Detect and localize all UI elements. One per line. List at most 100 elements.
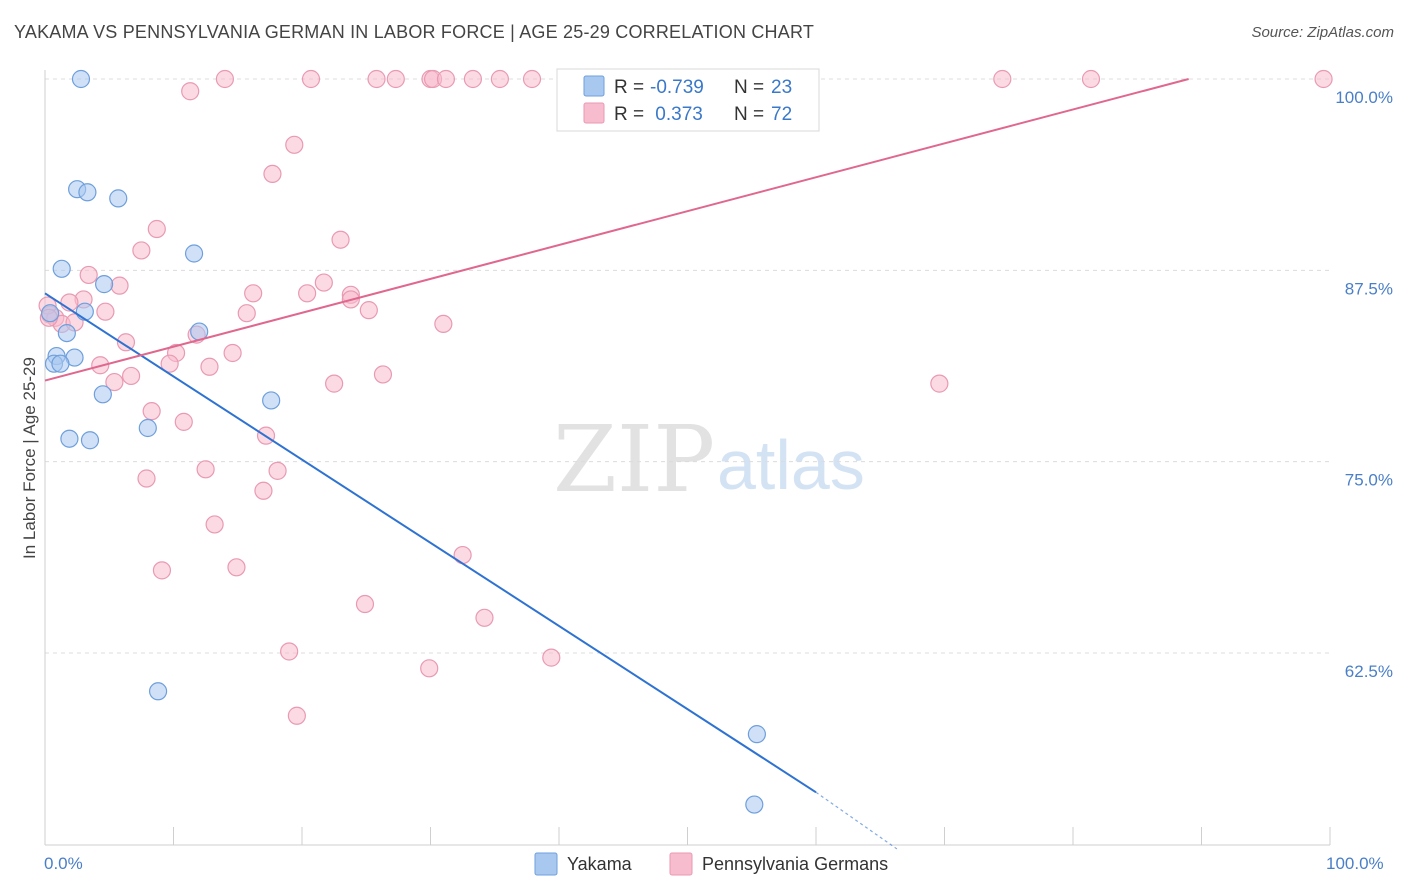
pa-german-point bbox=[463, 69, 483, 89]
stats-legend-n-value-yakama: 23 bbox=[771, 77, 792, 98]
y-tick-label: 87.5% bbox=[1345, 279, 1393, 298]
pa-german-point bbox=[314, 273, 333, 292]
pa-german-point bbox=[542, 648, 561, 667]
yakama-point bbox=[184, 244, 204, 263]
pa-german-point bbox=[434, 314, 453, 334]
pa-german-point bbox=[355, 594, 375, 614]
chart-source: Source: ZipAtlas.com bbox=[1251, 24, 1394, 41]
pa-german-point bbox=[475, 608, 494, 627]
yakama-point bbox=[78, 183, 97, 202]
pa-german-point bbox=[325, 374, 344, 393]
pa-german-point bbox=[254, 481, 273, 500]
yakama-point bbox=[747, 725, 766, 744]
pa-german-point bbox=[96, 302, 115, 321]
stats-legend-r-value-pa: 0.373 bbox=[650, 104, 703, 125]
pa-german-point bbox=[152, 561, 172, 580]
yakama-trend-line bbox=[44, 292, 817, 794]
stats-legend-n-value-pa: 72 bbox=[771, 104, 792, 125]
yakama-point bbox=[51, 354, 70, 373]
y-axis-title: In Labor Force | Age 25-29 bbox=[20, 357, 39, 559]
pa-german-point bbox=[105, 372, 124, 392]
pa-german-point bbox=[121, 366, 141, 386]
yakama-point bbox=[75, 302, 94, 321]
pa-german-point bbox=[79, 265, 98, 285]
pa-german-point bbox=[110, 276, 129, 295]
pa-german-point bbox=[1081, 69, 1101, 89]
pa-german-point bbox=[287, 706, 306, 725]
pa-german-point bbox=[420, 659, 439, 678]
pa-german-point bbox=[331, 230, 350, 249]
pa-german-point bbox=[373, 365, 393, 384]
pa-german-point bbox=[1314, 69, 1333, 89]
stats-legend: R = -0.739 N = 23 R = 0.373 N = 72 bbox=[556, 68, 820, 132]
stats-legend-swatch-pa bbox=[583, 102, 605, 124]
pa-german-point bbox=[263, 164, 282, 184]
pa-german-point bbox=[215, 69, 234, 89]
stats-legend-swatch-yakama bbox=[583, 75, 605, 97]
pa-german-point bbox=[522, 69, 542, 89]
y-tick-label: 100.0% bbox=[1335, 88, 1393, 107]
pa-german-point bbox=[174, 412, 193, 431]
yakama-point bbox=[52, 259, 71, 278]
pa-german-point bbox=[244, 284, 263, 303]
series-legend-label-yakama: Yakama bbox=[567, 854, 633, 874]
yakama-point bbox=[60, 429, 79, 448]
stats-legend-r-value-yakama: -0.739 bbox=[650, 77, 704, 98]
pa-german-point bbox=[490, 69, 509, 89]
yakama-point bbox=[148, 682, 168, 701]
y-tick-label: 75.0% bbox=[1345, 471, 1393, 490]
pa-german-trend-line bbox=[44, 78, 1189, 382]
yakama-point bbox=[745, 795, 764, 814]
stats-legend-n-label-pa: N = bbox=[734, 104, 764, 125]
pa-german-point bbox=[181, 82, 200, 101]
series-legend: Yakama Pennsylvania Germans bbox=[534, 852, 888, 876]
pa-german-point bbox=[237, 304, 256, 323]
x-tick-label-min: 0.0% bbox=[44, 854, 83, 873]
pa-german-point bbox=[298, 284, 317, 303]
pa-german-point bbox=[205, 515, 224, 534]
pa-german-point bbox=[367, 69, 386, 89]
pa-german-point bbox=[227, 558, 246, 577]
pa-german-point bbox=[268, 461, 287, 480]
pa-german-point bbox=[301, 69, 321, 89]
trend-lines bbox=[44, 78, 1189, 850]
chart-title: YAKAMA VS PENNSYLVANIA GERMAN IN LABOR F… bbox=[14, 22, 815, 42]
yakama-point bbox=[71, 69, 91, 89]
pa-german-point bbox=[285, 135, 304, 154]
x-tick-label-max: 100.0% bbox=[1326, 854, 1384, 873]
series-legend-swatch-yakama bbox=[534, 852, 558, 876]
yakama-point bbox=[109, 189, 128, 208]
stats-legend-n-label-yakama: N = bbox=[734, 77, 764, 98]
pa-german-point bbox=[280, 642, 299, 661]
yakama-trend-extension bbox=[815, 791, 898, 850]
y-tick-labels: 62.5% 75.0% 87.5% 100.0% bbox=[1335, 88, 1393, 681]
yakama-point bbox=[80, 431, 100, 450]
pa-german-point bbox=[223, 343, 242, 363]
watermark-zip: ZIP bbox=[553, 406, 715, 513]
stats-legend-r-label-pa: R = bbox=[614, 104, 644, 125]
pa-german-point bbox=[132, 241, 151, 260]
yakama-point bbox=[262, 391, 281, 410]
pa-german-point bbox=[147, 219, 166, 239]
yakama-point bbox=[93, 385, 112, 404]
x-axis-ticks bbox=[44, 827, 1331, 845]
watermark-atlas: atlas bbox=[717, 426, 865, 504]
data-points bbox=[38, 69, 1333, 814]
pa-german-point bbox=[196, 460, 215, 479]
yakama-point bbox=[95, 275, 114, 294]
pa-german-point bbox=[930, 374, 949, 393]
yakama-point bbox=[57, 323, 76, 343]
stats-legend-r-label-yakama: R = bbox=[614, 77, 644, 98]
y-tick-label: 62.5% bbox=[1345, 662, 1393, 681]
pa-german-point bbox=[453, 545, 472, 565]
series-legend-swatch-pa bbox=[669, 852, 693, 876]
pa-german-point bbox=[116, 333, 136, 352]
pa-german-point bbox=[386, 69, 405, 89]
pa-german-point bbox=[993, 69, 1012, 89]
series-legend-label-pa: Pennsylvania Germans bbox=[702, 854, 888, 874]
pa-german-point bbox=[200, 357, 219, 376]
pa-german-point bbox=[137, 469, 156, 488]
yakama-point bbox=[41, 304, 60, 323]
pa-german-point bbox=[160, 354, 179, 373]
